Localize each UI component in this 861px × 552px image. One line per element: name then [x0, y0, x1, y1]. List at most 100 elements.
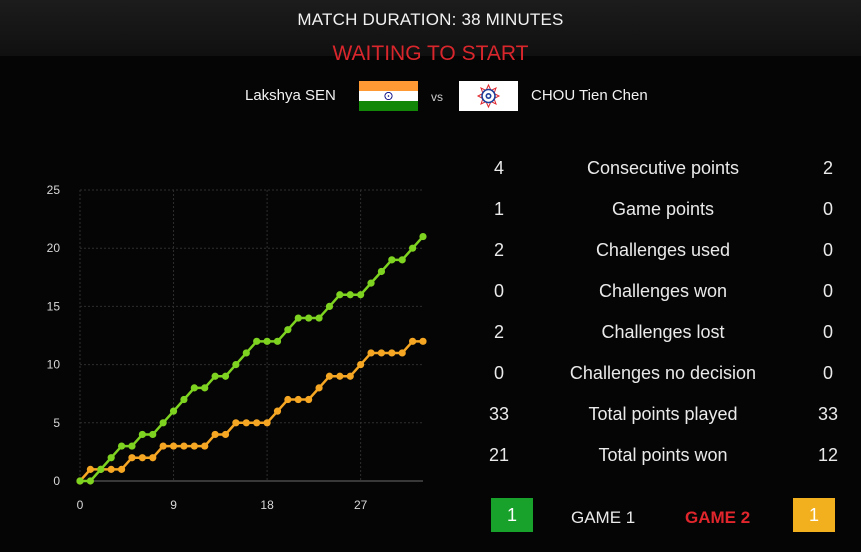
right-games-score: 1 [793, 498, 835, 532]
data-point [263, 337, 271, 345]
data-point [357, 361, 365, 369]
data-point [149, 454, 157, 462]
data-point [97, 465, 105, 473]
data-point [211, 372, 219, 380]
data-point [419, 232, 427, 241]
stat-left-value: 4 [493, 158, 504, 178]
data-point [357, 291, 365, 299]
stat-row: 1 Game points 0 [470, 189, 850, 230]
stat-left-value: 2 [493, 240, 504, 260]
stat-row: 2 Challenges used 0 [470, 230, 850, 271]
data-point [273, 337, 282, 345]
data-point [305, 314, 313, 322]
data-point [398, 349, 406, 357]
stat-left-value: 1 [493, 199, 504, 219]
data-point [367, 279, 375, 287]
stat-right-value: 0 [822, 240, 833, 260]
stats-table: 4 Consecutive points 2 1 Game points 0 2 Challe… [470, 148, 850, 476]
stat-label: Total points won [598, 445, 728, 465]
data-point [211, 430, 219, 439]
stat-right-value: 0 [822, 199, 833, 219]
data-point [377, 349, 386, 357]
data-point [180, 442, 188, 450]
y-tick-label: 15 [47, 299, 61, 313]
players-row: Lakshya SEN vs CHOU Tien Chen [0, 80, 861, 112]
data-point [159, 419, 167, 427]
data-point [294, 395, 302, 404]
data-point [325, 372, 334, 380]
series-line [80, 235, 424, 483]
data-point [263, 419, 271, 427]
match-duration: MATCH DURATION: 38 MINUTES [297, 10, 564, 29]
data-point [159, 442, 167, 450]
game-1-tab[interactable]: GAME 1 [571, 508, 636, 527]
x-tick-label: 9 [170, 498, 177, 512]
data-point [398, 256, 406, 264]
data-point [190, 384, 198, 392]
data-point [242, 349, 250, 357]
stat-row: 33 Total points played 33 [470, 394, 850, 435]
data-point [325, 302, 334, 310]
data-point [128, 442, 136, 450]
stat-right-value: 0 [822, 363, 833, 383]
stat-label: Total points played [588, 404, 738, 424]
data-point [76, 477, 84, 485]
stat-label: Challenges no decision [569, 363, 757, 383]
data-point [377, 267, 386, 276]
data-point [190, 442, 198, 450]
y-tick-label: 0 [53, 474, 60, 488]
data-point [149, 430, 157, 439]
stat-label: Challenges won [598, 281, 728, 301]
stat-row: 0 Challenges no decision 0 [470, 353, 850, 394]
data-point [180, 395, 188, 404]
data-point [409, 337, 417, 345]
data-point [305, 395, 313, 404]
data-point [253, 419, 261, 427]
data-point [201, 384, 209, 392]
stat-label: Challenges used [595, 240, 731, 260]
stat-right-value: 12 [817, 445, 839, 465]
y-tick-label: 25 [47, 183, 61, 197]
stat-row: 2 Challenges lost 0 [470, 312, 850, 353]
stat-right-value: 0 [822, 281, 833, 301]
data-point [232, 361, 240, 369]
data-point [253, 337, 261, 345]
data-point [169, 442, 178, 450]
y-tick-label: 20 [47, 241, 61, 255]
data-point [273, 407, 282, 415]
stat-label: Consecutive points [586, 158, 740, 178]
stat-left-value: 0 [493, 281, 504, 301]
data-point [419, 337, 427, 345]
data-point [284, 326, 292, 334]
data-point [86, 477, 94, 485]
player-right-name: CHOU Tien Chen [531, 87, 648, 104]
left-games-score: 1 [491, 498, 533, 532]
stat-label: Game points [611, 199, 715, 219]
series-line [79, 340, 423, 482]
data-point [201, 442, 209, 450]
data-point [169, 407, 178, 415]
data-point [388, 256, 396, 264]
data-point [336, 372, 344, 380]
data-point [107, 465, 115, 473]
game-2-tab[interactable]: GAME 2 [685, 508, 751, 527]
data-point [221, 430, 230, 439]
data-point [284, 395, 292, 404]
stat-right-value: 0 [822, 322, 833, 342]
header-band [0, 0, 861, 56]
data-point [221, 372, 230, 380]
y-tick-label: 5 [53, 416, 60, 430]
stat-left-value: 2 [493, 322, 504, 342]
data-point [315, 384, 323, 392]
data-point [336, 291, 344, 299]
data-point [86, 465, 94, 473]
data-point [388, 349, 396, 357]
versus-label: vs [431, 90, 443, 104]
x-tick-label: 27 [354, 498, 368, 512]
stat-row: 0 Challenges won 0 [470, 271, 850, 312]
stat-right-value: 33 [817, 404, 839, 424]
stat-left-value: 21 [488, 445, 510, 465]
data-point [232, 419, 240, 427]
data-point [409, 244, 417, 252]
data-point [138, 430, 146, 439]
